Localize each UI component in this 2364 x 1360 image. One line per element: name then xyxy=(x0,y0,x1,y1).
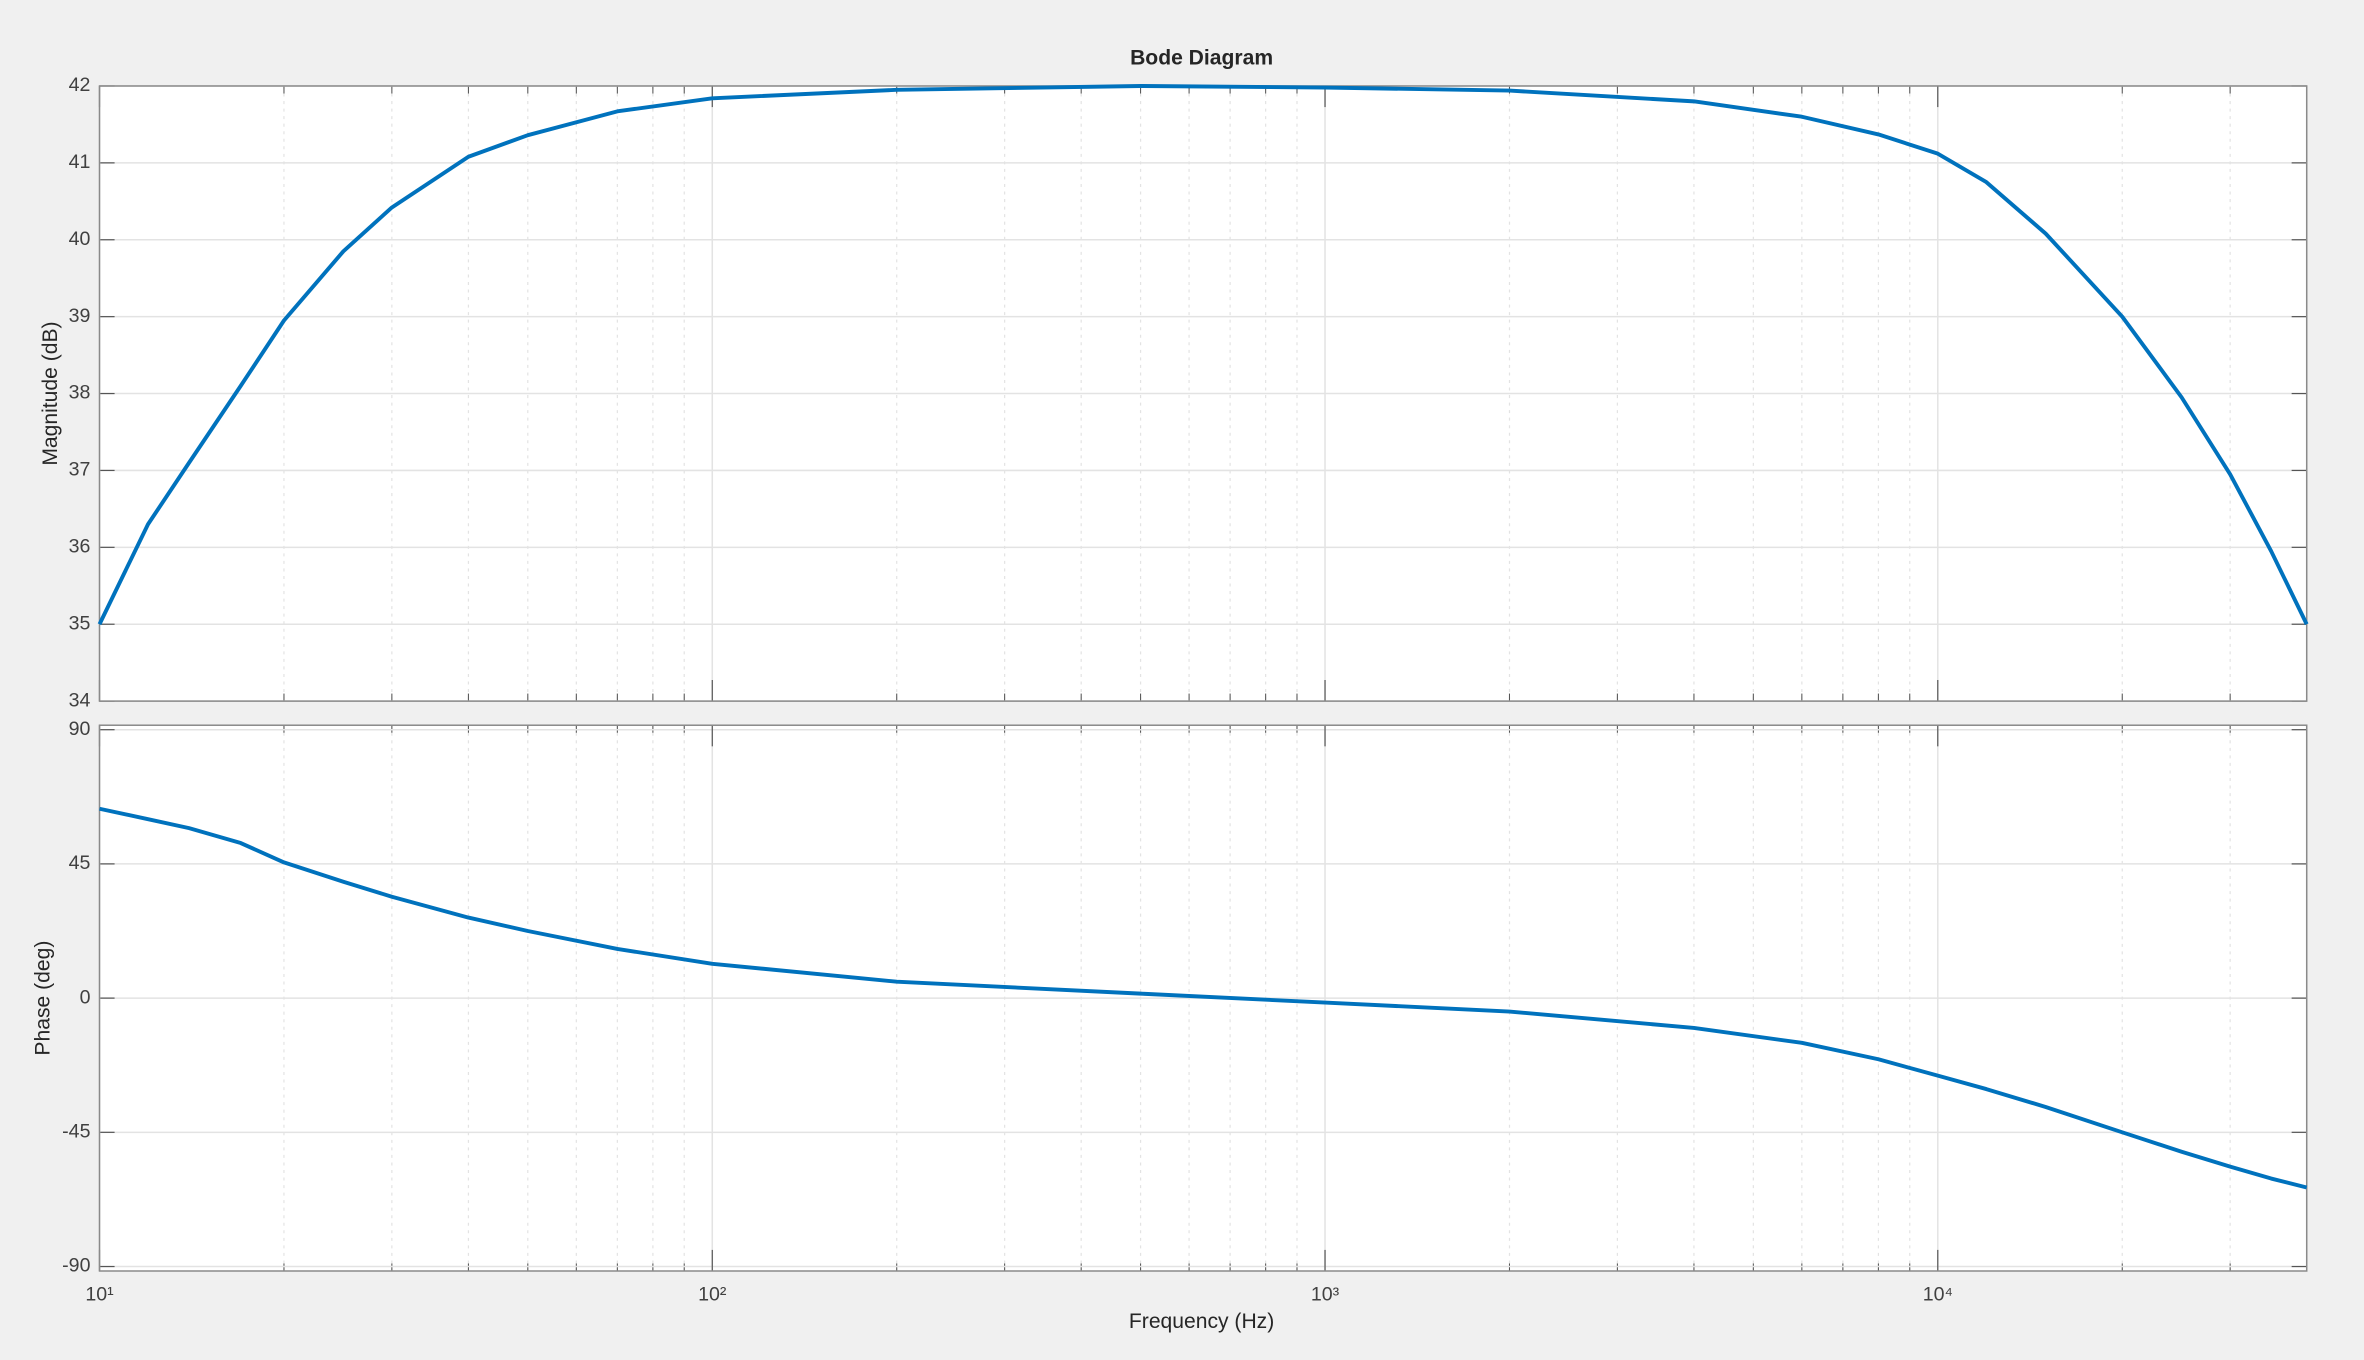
y-axis-label: Phase (deg) xyxy=(31,941,54,1056)
plot-frame xyxy=(98,724,2308,1272)
y-tick-label: 37 xyxy=(69,459,91,481)
y-tick-label: 36 xyxy=(69,535,91,557)
chart-title: Bode Diagram xyxy=(1130,46,1273,69)
x-tick-label: 10⁴ xyxy=(1923,1283,1953,1305)
y-tick-label: 90 xyxy=(69,718,91,740)
y-tick-label: 42 xyxy=(69,74,91,96)
x-axis-label: Frequency (Hz) xyxy=(1129,1310,1274,1333)
y-tick-label: 39 xyxy=(69,305,91,327)
y-tick-label: 41 xyxy=(69,151,91,173)
y-axis-label: Magnitude (dB) xyxy=(39,321,62,465)
y-tick-label: 45 xyxy=(69,852,91,874)
y-tick-label: -45 xyxy=(62,1120,90,1142)
x-tick-label: 10² xyxy=(698,1283,727,1305)
y-tick-label: 35 xyxy=(69,612,91,634)
x-tick-label: 10¹ xyxy=(85,1283,114,1305)
y-tick-label: 40 xyxy=(69,228,91,250)
y-tick-label: 0 xyxy=(80,986,91,1008)
y-tick-label: -90 xyxy=(62,1255,90,1277)
y-tick-label: 34 xyxy=(69,689,91,711)
data-line xyxy=(97,84,2309,626)
y-tick-label: 38 xyxy=(69,382,91,404)
x-tick-label: 10³ xyxy=(1311,1283,1340,1305)
data-line xyxy=(99,806,2308,1190)
